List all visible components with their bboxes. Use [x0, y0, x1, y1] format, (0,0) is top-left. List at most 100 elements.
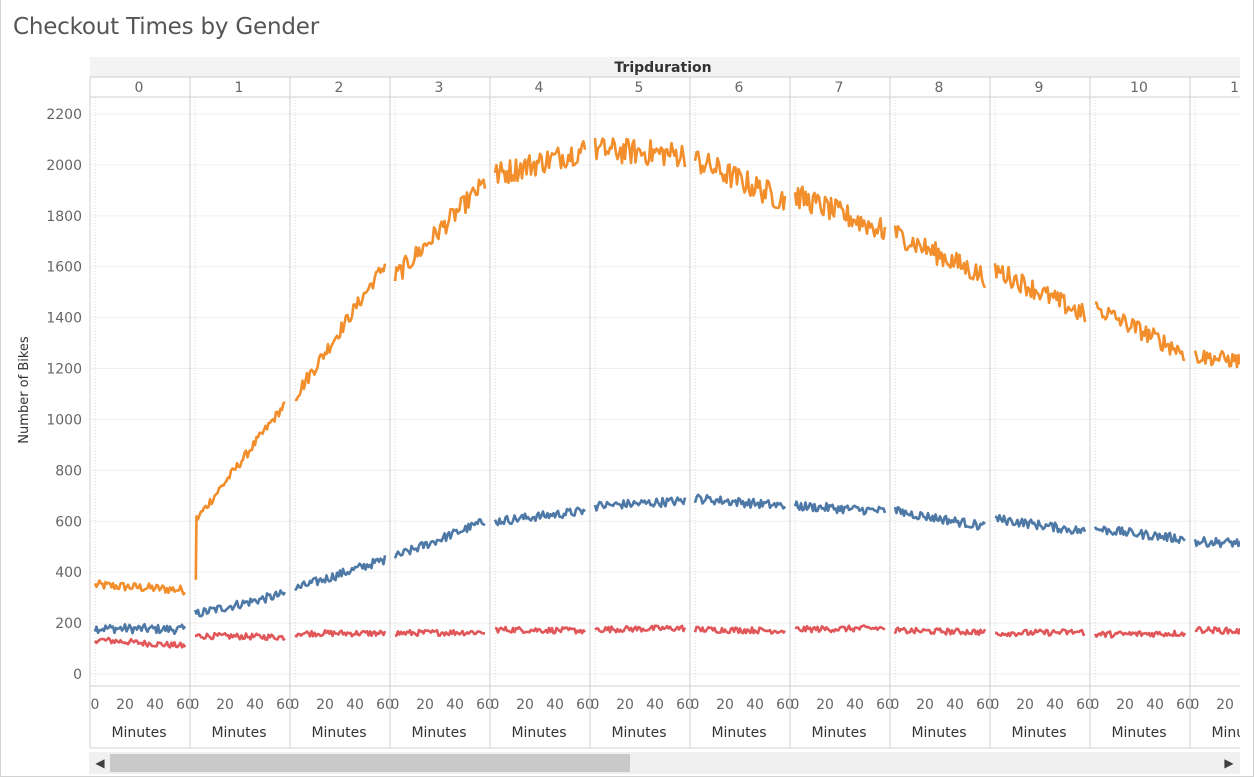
series-line-2-panel-9 — [995, 628, 1086, 638]
series-line-0-panel-0 — [93, 579, 187, 596]
scroll-right-icon[interactable]: ▶ — [1224, 756, 1234, 770]
x-tick-label: 20 — [916, 697, 934, 713]
series-line-0-panel-11 — [1193, 349, 1240, 369]
x-axis-label: Minutes — [511, 725, 566, 741]
series-line-1-panel-1 — [193, 589, 287, 618]
series-line-2-panel-4 — [494, 625, 586, 635]
series-line-0-panel-8 — [893, 225, 987, 289]
series-line-1-panel-3 — [393, 518, 486, 559]
series-line-1-panel-8 — [893, 505, 986, 531]
x-tick-label: 60 — [376, 697, 394, 713]
y-tick-label: 600 — [55, 514, 82, 530]
series-line-1-panel-2 — [293, 555, 387, 592]
scroll-left-icon[interactable]: ◀ — [95, 756, 105, 770]
y-tick-label: 1800 — [46, 209, 82, 225]
series-line-1-panel-4 — [493, 506, 586, 527]
x-tick-label: 40 — [446, 697, 464, 713]
series-line-2-panel-8 — [893, 626, 987, 636]
x-tick-label: 0 — [191, 697, 200, 713]
column-header-band — [90, 57, 1240, 77]
x-tick-label: 40 — [346, 697, 364, 713]
series-line-1-panel-10 — [1093, 525, 1186, 544]
x-tick-label: 0 — [1191, 697, 1200, 713]
panel-header-1: 1 — [235, 80, 244, 96]
panel-header-9: 9 — [1035, 80, 1044, 96]
series-line-2-panel-3 — [394, 628, 486, 638]
series-line-1-panel-11 — [1193, 536, 1240, 549]
y-tick-label: 1000 — [46, 412, 82, 428]
x-tick-label: 20 — [616, 697, 634, 713]
x-tick-label: 40 — [546, 697, 564, 713]
series-line-0-panel-2 — [294, 263, 387, 402]
x-tick-label: 60 — [676, 697, 694, 713]
x-tick-label: 20 — [516, 697, 534, 713]
series-line-2-panel-2 — [294, 629, 387, 638]
y-tick-label: 800 — [55, 463, 82, 479]
x-axis-label: Minutes — [411, 725, 466, 741]
x-axis-label: Minutes — [211, 725, 266, 741]
series-line-2-panel-7 — [794, 624, 886, 634]
x-tick-label: 60 — [1076, 697, 1094, 713]
x-tick-label: 60 — [776, 697, 794, 713]
panel-header-10: 10 — [1130, 80, 1148, 96]
series-line-1-panel-6 — [693, 493, 787, 510]
series-line-0-panel-3 — [393, 178, 487, 282]
x-axis-label: Minutes — [111, 725, 166, 741]
x-tick-label: 0 — [491, 697, 500, 713]
x-tick-label: 0 — [291, 697, 300, 713]
series-line-0-panel-1 — [194, 401, 286, 580]
y-tick-label: 1200 — [46, 362, 82, 378]
x-tick-label: 60 — [876, 697, 894, 713]
panel-header-2: 2 — [335, 80, 344, 96]
x-tick-label: 0 — [891, 697, 900, 713]
panel-header-6: 6 — [735, 80, 744, 96]
panel-header-8: 8 — [935, 80, 944, 96]
x-tick-label: 20 — [216, 697, 234, 713]
x-axis-label: Minutes — [911, 725, 966, 741]
series-line-1-panel-7 — [793, 500, 887, 516]
x-tick-label: 40 — [146, 697, 164, 713]
series-line-2-panel-11 — [1194, 625, 1240, 635]
panel-header-11: 11 — [1230, 80, 1248, 96]
series-line-2-panel-10 — [1093, 629, 1187, 639]
y-tick-label: 200 — [55, 616, 82, 632]
x-tick-label: 0 — [591, 697, 600, 713]
x-tick-label: 20 — [1016, 697, 1034, 713]
x-tick-label: 0 — [691, 697, 700, 713]
series-line-0-panel-7 — [793, 185, 887, 241]
series-line-2-panel-6 — [693, 625, 786, 635]
x-axis-label: Minutes — [1211, 725, 1254, 741]
panel-header-4: 4 — [535, 80, 544, 96]
panel-header-7: 7 — [835, 80, 844, 96]
series-line-0-panel-6 — [693, 150, 787, 211]
x-tick-label: 20 — [716, 697, 734, 713]
x-tick-label: 40 — [1046, 697, 1064, 713]
x-axis-label: Minutes — [311, 725, 366, 741]
x-axis-label: Minutes — [611, 725, 666, 741]
x-tick-label: 60 — [976, 697, 994, 713]
series-line-2-panel-5 — [594, 624, 687, 634]
x-tick-label: 40 — [246, 697, 264, 713]
x-tick-label: 60 — [1176, 697, 1194, 713]
x-tick-label: 20 — [316, 697, 334, 713]
series-line-1-panel-5 — [593, 496, 687, 512]
x-tick-label: 60 — [176, 697, 194, 713]
series-line-1-panel-9 — [994, 514, 1087, 535]
y-tick-label: 1600 — [46, 260, 82, 276]
x-tick-label: 20 — [816, 697, 834, 713]
x-tick-label: 40 — [1246, 697, 1254, 713]
series-line-0-panel-10 — [1094, 301, 1186, 362]
series-line-2-panel-1 — [194, 631, 286, 641]
scroll-thumb[interactable] — [110, 754, 630, 772]
x-axis-label: Minutes — [711, 725, 766, 741]
x-tick-label: 0 — [91, 697, 100, 713]
series-line-0-panel-5 — [593, 137, 687, 168]
y-tick-label: 1400 — [46, 311, 82, 327]
y-tick-label: 2200 — [46, 107, 82, 123]
x-axis-label: Minutes — [811, 725, 866, 741]
horizontal-scrollbar[interactable]: ◀ ▶ — [89, 752, 1240, 774]
x-tick-label: 20 — [1116, 697, 1134, 713]
series-line-1-panel-0 — [93, 623, 187, 636]
